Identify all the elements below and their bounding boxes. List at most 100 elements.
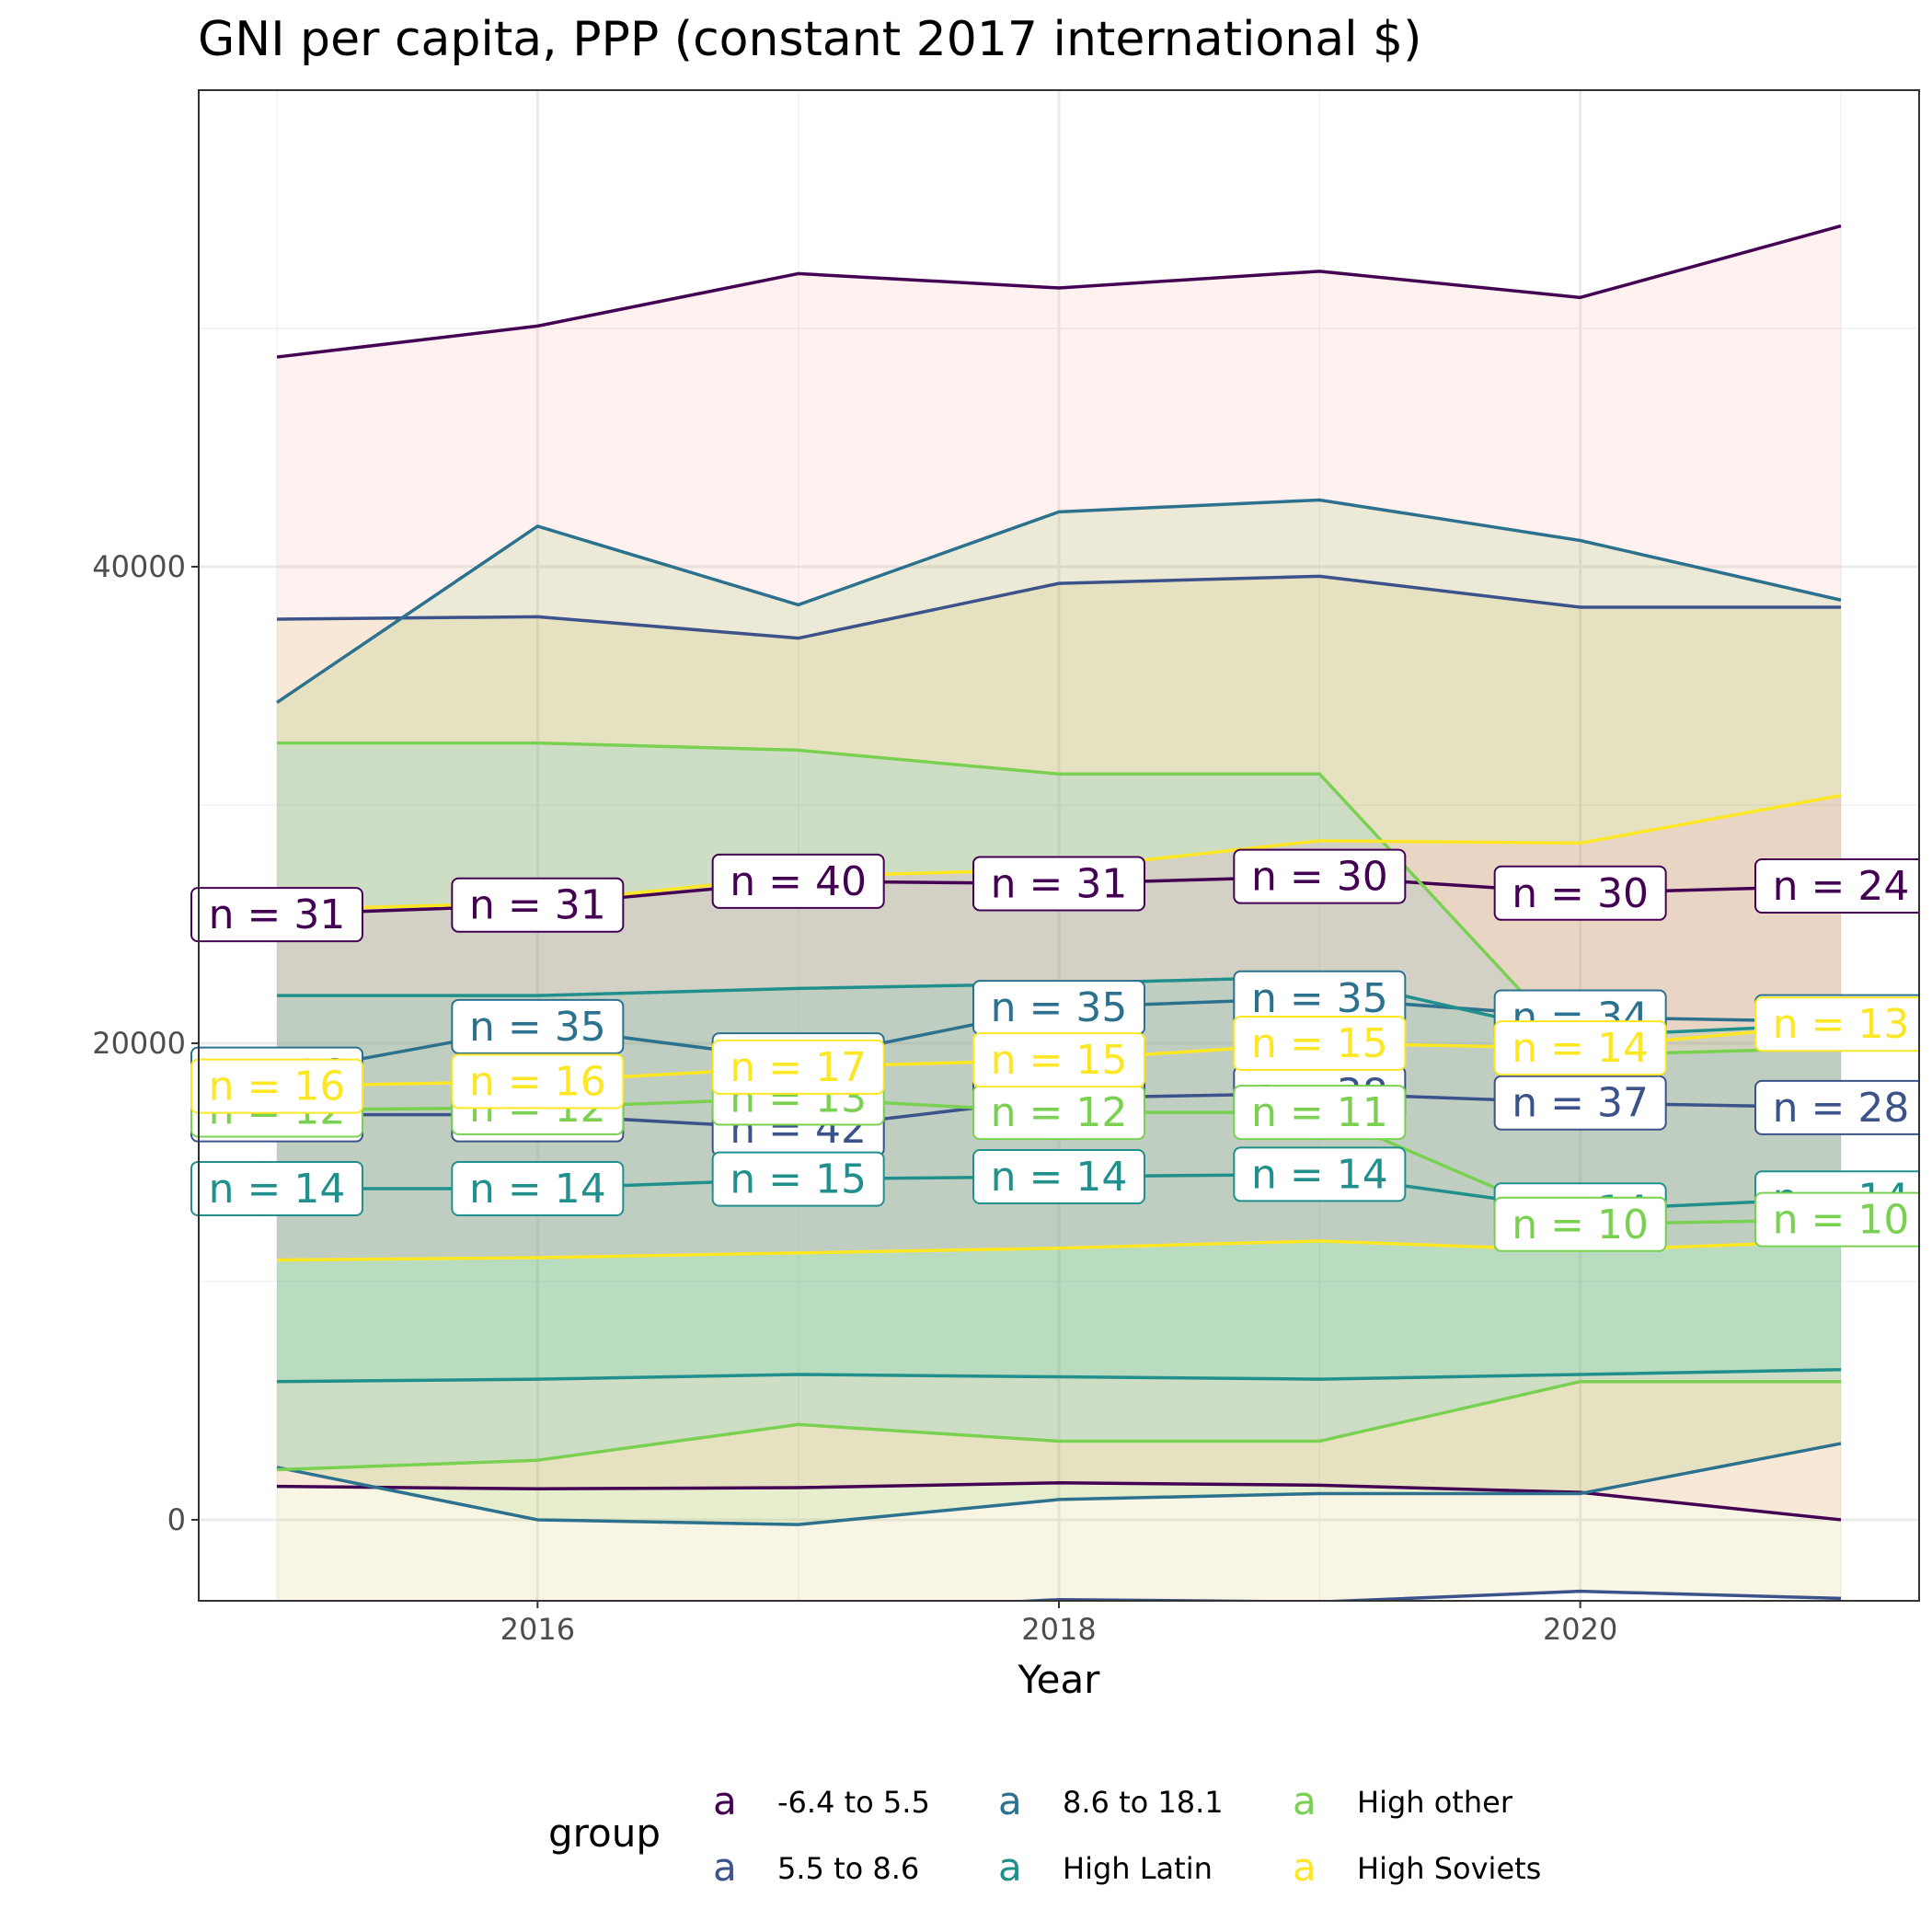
n-label-text: n = 30 xyxy=(1512,870,1649,917)
n-label-text: n = 15 xyxy=(991,1037,1128,1084)
series-lower-line xyxy=(1003,1589,1842,1601)
n-label: n = 16 xyxy=(451,1053,625,1110)
y-tick-label: 0 xyxy=(167,1502,186,1537)
n-label-text: n = 14 xyxy=(209,1166,346,1213)
n-label-box xyxy=(972,1148,1145,1204)
n-label-box xyxy=(1493,1075,1667,1131)
legend-key-glyph: a xyxy=(713,1845,737,1890)
n-label-text: n = 12 xyxy=(991,1089,1128,1136)
n-label-box xyxy=(190,1058,363,1114)
n-label: n = 31 xyxy=(451,877,625,933)
n-label-box xyxy=(451,998,625,1054)
n-label-box xyxy=(451,877,625,933)
n-label: n = 28 xyxy=(1754,1079,1919,1135)
n-label-text: n = 14 xyxy=(991,1154,1128,1201)
n-label-text: n = 14 xyxy=(1251,1151,1388,1198)
n-label: n = 11 xyxy=(1233,1085,1407,1141)
n-label: n = 30 xyxy=(1493,865,1667,921)
n-label-box xyxy=(972,856,1145,912)
n-label-text: n = 31 xyxy=(469,882,606,929)
n-label-text: n = 15 xyxy=(1251,1020,1388,1067)
n-label-box xyxy=(711,853,885,909)
n-label-box xyxy=(1493,865,1667,921)
ribbon-layer xyxy=(277,225,1841,1601)
series-lower-line xyxy=(276,1442,1842,1526)
y-tick-label: 20000 xyxy=(92,1026,186,1061)
n-label-text: n = 14 xyxy=(469,1166,606,1213)
series-lower-line xyxy=(276,1379,1841,1472)
n-label-box xyxy=(711,1151,885,1207)
n-label: n = 35 xyxy=(1233,970,1407,1026)
n-label: n = 30 xyxy=(1233,848,1407,904)
legend-key-glyph: a xyxy=(1293,1778,1317,1823)
n-label: n = 15 xyxy=(711,1151,885,1207)
n-label: n = 17 xyxy=(711,1039,885,1095)
n-label-box xyxy=(1233,848,1407,904)
x-tick-label: 2020 xyxy=(1543,1612,1617,1647)
n-label: n = 31 xyxy=(972,856,1145,912)
x-axis-title: Year xyxy=(1018,1657,1101,1702)
n-label-text: n = 28 xyxy=(1773,1085,1910,1132)
legend: group a -6.4 to 5.5 a 5.5 to 8.6 a 8.6 to 18.… xyxy=(548,1778,1541,1890)
n-label-text: n = 31 xyxy=(209,891,346,938)
n-label: n = 10 xyxy=(1754,1191,1919,1248)
n-label-text: n = 31 xyxy=(991,860,1128,907)
legend-key-glyph: a xyxy=(1293,1845,1317,1890)
n-label: n = 15 xyxy=(1233,1015,1407,1071)
n-label-text: n = 37 xyxy=(1512,1080,1649,1127)
n-label-box xyxy=(1493,1020,1667,1076)
legend-title: group xyxy=(548,1811,661,1856)
n-label: n = 40 xyxy=(711,853,885,909)
series-upper-line xyxy=(276,574,1841,640)
n-label-box xyxy=(1493,1196,1667,1252)
chart-title: GNI per capita, PPP (constant 2017 inter… xyxy=(198,12,1421,67)
n-label-text: n = 35 xyxy=(1251,975,1388,1022)
x-tick-label: 2016 xyxy=(500,1612,575,1647)
legend-key-glyph: a xyxy=(998,1778,1022,1823)
legend-item-label: High other xyxy=(1357,1785,1513,1820)
n-label: n = 14 xyxy=(1233,1146,1407,1202)
series-lower-line xyxy=(276,1368,1842,1384)
series-upper-line xyxy=(276,498,1842,705)
n-label-text: n = 14 xyxy=(1512,1025,1649,1072)
n-label: n = 15 xyxy=(972,1032,1145,1088)
n-label: n = 14 xyxy=(190,1160,363,1216)
legend-item-label: 5.5 to 8.6 xyxy=(777,1851,919,1886)
n-label-text: n = 30 xyxy=(1251,854,1388,901)
legend-item-label: High Soviets xyxy=(1357,1851,1541,1886)
n-label-text: n = 15 xyxy=(730,1156,867,1203)
legend-item-label: -6.4 to 5.5 xyxy=(777,1785,930,1820)
n-label-box xyxy=(1754,1079,1919,1135)
n-label: n = 35 xyxy=(972,980,1145,1036)
n-label-box xyxy=(1233,1085,1407,1141)
grid-layer xyxy=(199,90,1919,1601)
n-label: n = 14 xyxy=(1493,1020,1667,1076)
n-label-box xyxy=(1754,996,1919,1052)
n-label-text: n = 10 xyxy=(1773,1197,1910,1244)
n-label-box xyxy=(711,1039,885,1095)
n-label-text: n = 10 xyxy=(1512,1202,1649,1248)
n-label-text: n = 13 xyxy=(1773,1001,1910,1048)
n-label-box xyxy=(1233,1015,1407,1071)
n-label: n = 12 xyxy=(972,1085,1145,1141)
n-label: n = 10 xyxy=(1493,1196,1667,1252)
n-label-text: n = 16 xyxy=(209,1064,346,1110)
n-label-box xyxy=(190,887,363,943)
n-label-text: n = 17 xyxy=(730,1044,867,1091)
n-label: n = 31 xyxy=(190,887,363,943)
n-label-text: n = 35 xyxy=(469,1004,606,1051)
legend-key-glyph: a xyxy=(713,1778,737,1823)
n-label-text: n = 35 xyxy=(991,984,1128,1031)
n-label: n = 16 xyxy=(190,1058,363,1114)
y-tick-label: 40000 xyxy=(92,549,186,584)
n-label-box xyxy=(451,1160,625,1216)
n-label-box xyxy=(451,1053,625,1110)
series-upper-line xyxy=(276,224,1842,359)
label-layer: n = 31 n = 31 n = 40 n = 31 n = 30 n = 30 n = … xyxy=(190,848,1919,1252)
n-label-box xyxy=(190,1160,363,1216)
n-label-box xyxy=(1754,858,1919,914)
n-label: n = 14 xyxy=(451,1160,625,1216)
n-label: n = 35 xyxy=(451,998,625,1054)
legend-item-label: High Latin xyxy=(1063,1851,1213,1886)
